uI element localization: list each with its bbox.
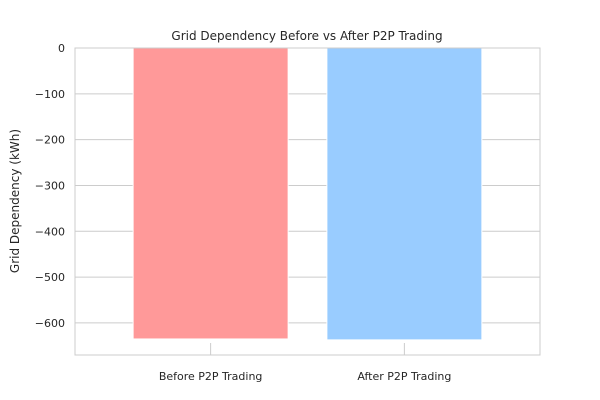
y-tick-label: −100: [35, 88, 65, 101]
bar-after: [326, 47, 483, 341]
y-axis-label: Grid Dependency (kWh): [8, 129, 22, 273]
y-tick-labels: 0 −100 −200 −300 −400 −500 −600: [35, 42, 65, 330]
y-tick-label: −500: [35, 271, 65, 284]
y-tick-label: −200: [35, 134, 65, 147]
y-tick-label: −300: [35, 179, 65, 192]
bar-before: [132, 47, 289, 340]
x-tick-labels: Before P2P Trading After P2P Trading: [159, 343, 451, 383]
y-tick-label: 0: [58, 42, 65, 55]
x-tick-label: Before P2P Trading: [159, 370, 263, 383]
x-tick-label: After P2P Trading: [357, 370, 451, 383]
y-tick-label: −600: [35, 317, 65, 330]
y-tick-label: −400: [35, 225, 65, 238]
chart-title: Grid Dependency Before vs After P2P Trad…: [171, 29, 442, 43]
bars: [132, 47, 483, 341]
plot-frame: [74, 47, 541, 356]
